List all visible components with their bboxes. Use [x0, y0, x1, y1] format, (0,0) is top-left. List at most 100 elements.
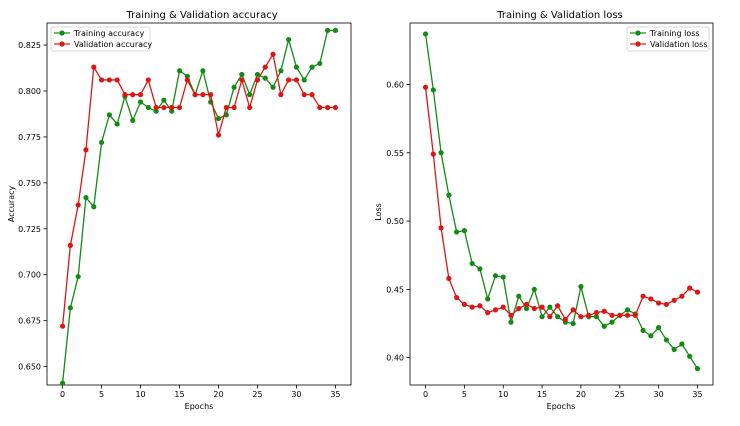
- data-point: [454, 294, 460, 301]
- accuracy-legend: Training accuracy Validation accuracy: [50, 26, 152, 52]
- loss-legend: Training loss Validation loss: [626, 26, 710, 52]
- data-point: [184, 77, 190, 83]
- data-point: [624, 307, 631, 313]
- x-tick-label: 20: [576, 390, 586, 399]
- data-point: [492, 307, 499, 313]
- loss-x-axis-label: Epochs: [547, 402, 576, 411]
- accuracy-x-ticks: 0 5 10 15 20 25 30 35: [60, 385, 341, 399]
- data-point: [656, 300, 662, 306]
- x-tick-label: 10: [498, 390, 508, 399]
- data-point: [430, 87, 436, 93]
- data-point: [438, 225, 444, 231]
- data-point: [632, 312, 638, 318]
- data-point: [317, 104, 323, 111]
- data-point: [231, 84, 237, 90]
- data-point: [422, 84, 429, 90]
- data-point: [192, 92, 198, 98]
- accuracy-chart-title: Training & Validation accuracy: [125, 10, 277, 21]
- y-tick-label: 0.50: [386, 217, 404, 226]
- data-point: [161, 104, 167, 111]
- data-point: [270, 51, 276, 57]
- data-point: [59, 323, 66, 329]
- data-point: [562, 316, 568, 323]
- data-point: [422, 31, 429, 37]
- data-point: [523, 301, 530, 307]
- data-point: [332, 27, 339, 33]
- data-point: [570, 307, 576, 313]
- accuracy-plot-area: [46, 22, 352, 386]
- y-tick-label: 0.55: [386, 149, 404, 158]
- data-point: [492, 273, 499, 279]
- accuracy-chart: Training & Validation accuracy Epochs Ac…: [7, 10, 352, 411]
- data-point: [262, 64, 268, 70]
- data-point: [430, 151, 436, 157]
- data-point: [200, 92, 206, 98]
- series-line-1: [424, 87, 698, 321]
- legend-marker-validation: [635, 41, 641, 47]
- data-point: [239, 77, 245, 83]
- data-point: [640, 293, 646, 299]
- data-point: [461, 301, 467, 307]
- x-tick-label: 15: [537, 390, 547, 399]
- data-point: [663, 337, 669, 343]
- loss-series: [422, 31, 701, 372]
- data-point: [114, 77, 120, 83]
- data-point: [262, 75, 268, 81]
- y-tick-label: 0.725: [18, 225, 41, 234]
- data-point: [671, 297, 677, 303]
- data-point: [67, 305, 73, 311]
- data-point: [477, 266, 483, 272]
- data-point: [547, 314, 553, 320]
- x-tick-label: 10: [135, 390, 145, 399]
- data-point: [75, 202, 81, 208]
- legend-label-validation: Validation loss: [650, 40, 708, 49]
- data-point: [601, 308, 607, 314]
- data-point: [508, 312, 514, 318]
- data-point: [130, 117, 136, 123]
- data-point: [547, 304, 553, 310]
- data-point: [523, 305, 530, 312]
- y-tick-label: 0.750: [18, 179, 41, 188]
- data-point: [679, 293, 685, 299]
- accuracy-y-axis-label: Accuracy: [7, 185, 16, 222]
- loss-chart: Training & Validation loss Epochs Loss 0…: [374, 10, 714, 411]
- data-point: [617, 312, 623, 318]
- x-tick-label: 0: [60, 390, 65, 399]
- x-tick-label: 5: [462, 390, 467, 399]
- data-point: [309, 92, 315, 98]
- accuracy-series: [59, 27, 339, 386]
- legend-label-validation: Validation accuracy: [74, 40, 152, 49]
- legend-marker-validation: [59, 41, 65, 47]
- data-point: [531, 305, 537, 312]
- data-point: [687, 285, 693, 291]
- data-point: [153, 108, 159, 114]
- y-tick-label: 0.45: [386, 285, 404, 294]
- x-tick-label: 30: [291, 390, 301, 399]
- legend-frame: [626, 26, 710, 52]
- y-tick-label: 0.700: [18, 271, 41, 280]
- data-point: [215, 115, 222, 122]
- data-point: [656, 325, 662, 331]
- data-point: [663, 301, 669, 307]
- legend-frame: [50, 26, 151, 52]
- x-tick-label: 35: [330, 390, 340, 399]
- data-point: [570, 320, 576, 327]
- loss-y-axis-label: Loss: [374, 203, 383, 221]
- data-point: [137, 99, 144, 105]
- x-tick-label: 20: [213, 390, 223, 399]
- data-point: [555, 303, 561, 309]
- x-tick-label: 25: [252, 390, 262, 399]
- data-point: [247, 104, 253, 111]
- data-point: [593, 310, 600, 316]
- data-point: [161, 97, 167, 103]
- data-point: [83, 194, 89, 201]
- y-tick-label: 0.675: [18, 317, 41, 326]
- data-point: [239, 71, 245, 78]
- data-point: [106, 77, 112, 83]
- legend-label-training: Training accuracy: [73, 29, 144, 38]
- data-point: [469, 304, 475, 310]
- data-point: [75, 273, 81, 280]
- data-point: [687, 353, 693, 359]
- data-point: [223, 104, 229, 111]
- data-point: [477, 303, 483, 309]
